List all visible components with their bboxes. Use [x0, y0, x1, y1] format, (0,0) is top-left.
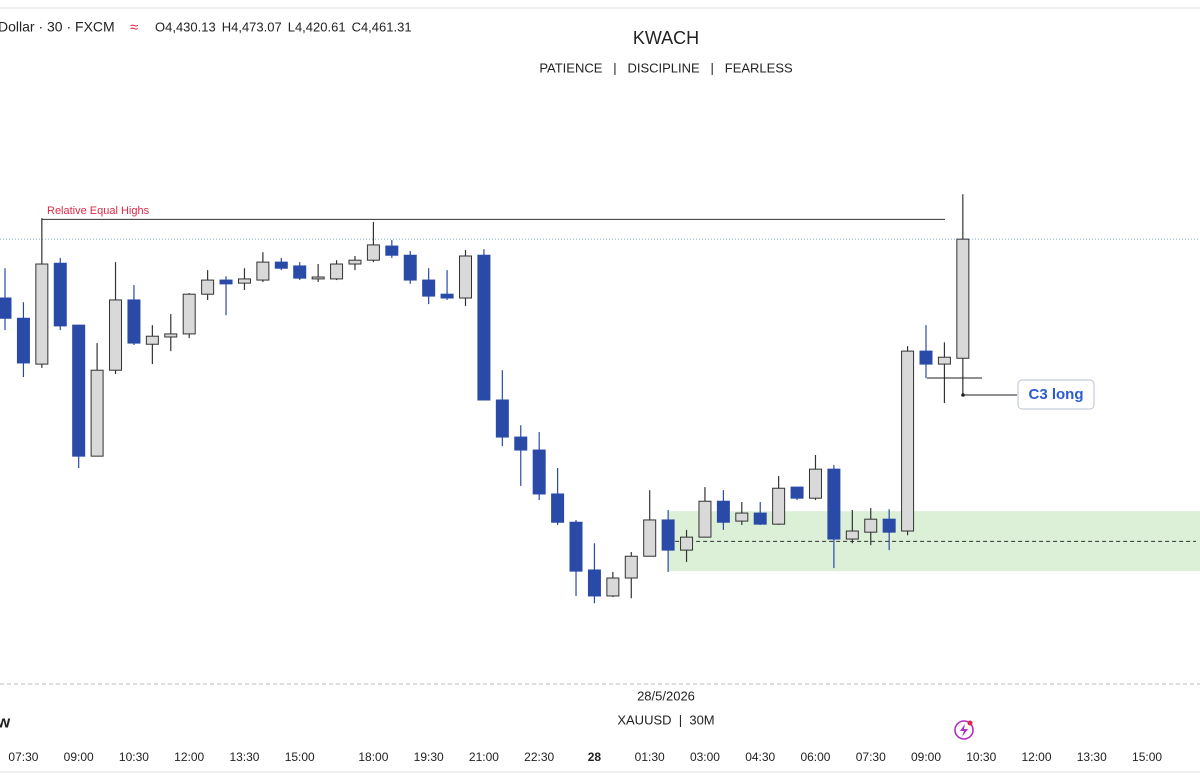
candle-body [827, 468, 841, 540]
x-tick-label: 21:00 [469, 750, 499, 764]
ohlc-value: O4,430.13 [155, 19, 216, 34]
candle-body [808, 468, 822, 499]
candle-body [182, 293, 196, 335]
candle-body [256, 261, 270, 281]
plot: 07:30 09:00 10:30 12:00 13:30 15:00 18:00 19:30… [0, 194, 1200, 764]
x-tick-label: 28 [588, 750, 602, 764]
x-tick-label: 12:00 [1022, 750, 1052, 764]
chart-title: KWACH [633, 28, 699, 48]
level-annotation: Relative Equal Highs [47, 205, 150, 217]
candle-body [72, 324, 86, 457]
ohlc-value: C4,461.31 [352, 19, 412, 34]
candle-body [624, 555, 638, 579]
candle-body [127, 299, 141, 344]
candle-body [477, 254, 491, 401]
candle-body [385, 245, 399, 256]
x-tick-label: 03:00 [690, 750, 720, 764]
candle-body [90, 369, 104, 457]
candle-body [937, 356, 951, 365]
x-tick-label: 09:00 [911, 750, 941, 764]
candle-body [459, 255, 472, 299]
candle-body [772, 487, 786, 525]
x-tick-label: 15:00 [285, 750, 315, 764]
x-tick-label: 13:30 [1077, 750, 1107, 764]
candle-body [753, 512, 767, 525]
signal-box [1017, 379, 1095, 410]
candle-body [956, 238, 970, 359]
candle-body [16, 317, 30, 364]
alert-icon-dot [967, 720, 973, 726]
x-tick-label: 01:30 [635, 750, 665, 764]
x-tick-label: 07:30 [8, 750, 38, 764]
candle-body [35, 263, 49, 365]
candle-body [237, 278, 251, 284]
candle-body [219, 279, 233, 285]
candle-body [587, 569, 601, 597]
candle-body [422, 279, 436, 297]
candle-body [551, 493, 565, 523]
x-tick-label: 10:30 [119, 750, 149, 764]
candle-body [164, 333, 178, 338]
candle-body [330, 263, 344, 280]
candle-body [109, 299, 123, 371]
candle-body [440, 293, 454, 299]
chart-subtitle: PATIENCE | DISCIPLINE | FEARLESS [539, 60, 793, 75]
date-label: 28/5/2026 [637, 688, 695, 703]
alert-icon-ring [954, 720, 974, 740]
x-tick-label: 15:00 [1132, 750, 1162, 764]
x-tick-label: 22:30 [524, 750, 554, 764]
ohlc-legend: O4,430.13 H4,473.07 L4,420.61 C4,461.31 [155, 19, 412, 34]
alert-icon[interactable] [954, 720, 974, 740]
candle-body [0, 297, 12, 319]
x-tick-label: 12:00 [174, 750, 204, 764]
candle-body [882, 518, 896, 533]
x-tick-label: 06:00 [800, 750, 830, 764]
candle-body [735, 512, 749, 522]
candle-body [569, 521, 583, 572]
candle-body [919, 350, 933, 365]
candle-body [274, 261, 288, 269]
status-icon: ≈ [130, 19, 138, 36]
candle-body [643, 519, 657, 557]
logo-fragment: w [0, 712, 11, 731]
x-tick-label: 07:30 [856, 750, 886, 764]
symbol: Dollar · 30 · FXCM [0, 19, 115, 35]
x-tick-label: 09:00 [64, 750, 94, 764]
x-tick-label: 04:30 [745, 750, 775, 764]
ohlc-value: L4,420.61 [288, 19, 346, 34]
candle-body [201, 279, 215, 295]
x-tick-label: 19:30 [414, 750, 444, 764]
x-tick-label: 13:30 [229, 750, 259, 764]
candle-body [661, 519, 675, 551]
candle-body [514, 436, 528, 451]
candle-body [864, 518, 878, 533]
candle-body [680, 536, 694, 551]
signal-label: C3 long [1029, 386, 1084, 403]
candle-body [790, 486, 804, 499]
alert-icon-bolt [960, 724, 968, 737]
symbol-label: XAUUSD | 30M [617, 712, 714, 727]
x-tick-label: 18:00 [358, 750, 388, 764]
candle-body [348, 259, 362, 265]
candle-body [311, 276, 325, 280]
candle-body [495, 399, 509, 438]
candle-body [532, 449, 546, 495]
candle-body [403, 254, 417, 281]
candle-body [366, 244, 380, 261]
candle-body [53, 262, 67, 327]
candle-body [845, 530, 859, 540]
candle-body [606, 577, 620, 597]
candle-body [293, 265, 307, 279]
candle-body [698, 500, 712, 538]
candle-body [901, 350, 915, 532]
signal-anchor [961, 393, 965, 397]
candle-body [716, 500, 730, 523]
candle-body [145, 335, 159, 345]
ohlc-value: H4,473.07 [222, 19, 282, 34]
x-tick-label: 10:30 [966, 750, 996, 764]
